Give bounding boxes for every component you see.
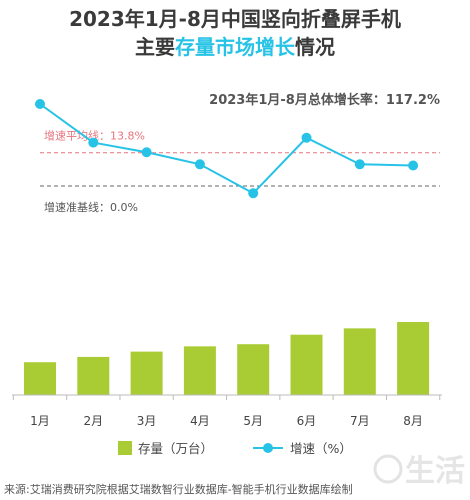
total-growth-label: 2023年1月-8月总体增长率：117.2%	[209, 92, 440, 108]
stock-bar-7	[343, 328, 376, 395]
growth-point-4	[194, 159, 205, 170]
stock-bar-4	[183, 346, 216, 395]
x-axis-labels: 1月 2月 3月 4月 5月 6月 7月 8月	[30, 414, 423, 428]
chart-title-suffix: 情况	[295, 35, 335, 59]
stock-bar-3	[130, 351, 163, 395]
growth-point-6	[301, 132, 312, 143]
growth-point-8	[408, 160, 419, 171]
x-label-1: 1月	[30, 414, 50, 428]
growth-point-1	[35, 99, 45, 109]
growth-point-5	[248, 188, 259, 199]
x-label-6: 6月	[297, 414, 317, 428]
stock-bar-6	[290, 334, 323, 395]
growth-line-series	[35, 99, 419, 199]
x-label-5: 5月	[243, 414, 263, 428]
x-axis-ticks	[12, 395, 441, 400]
legend-swatch-marker	[263, 443, 273, 453]
chart-title-line2: 主要存量市场增长情况	[135, 35, 335, 59]
x-label-4: 4月	[190, 414, 210, 428]
legend: 存量（万台） 增速（%）	[118, 441, 352, 456]
watermark-text: 生活	[405, 454, 465, 489]
x-label-2: 2月	[83, 414, 103, 428]
x-label-7: 7月	[350, 414, 370, 428]
average-growth-label: 增速平均线：13.8%	[44, 129, 145, 143]
chart-title-line1: 2023年1月-8月中国竖向折叠屏手机	[69, 7, 401, 31]
baseline-growth-label: 增速准基线：0.0%	[44, 200, 138, 214]
legend-label-bar: 存量（万台）	[138, 441, 213, 456]
growth-point-3	[141, 147, 152, 158]
legend-label-line: 增速（%）	[290, 441, 352, 456]
stock-bar-2	[77, 356, 110, 395]
stock-bar-series	[24, 322, 430, 395]
source-note: 来源:艾瑞消费研究院根据艾瑞数智行业数据库-智能手机行业数据库绘制	[4, 482, 353, 496]
growth-point-2	[88, 137, 99, 148]
legend-swatch-bar	[118, 441, 132, 455]
chart-title-accent: 存量市场增长	[175, 35, 296, 59]
growth-point-7	[354, 159, 365, 170]
stock-bar-1	[24, 362, 56, 395]
chart-title-prefix: 主要	[135, 35, 175, 59]
stock-bar-8	[397, 322, 430, 395]
watermark-logo: 生活	[373, 454, 465, 489]
growth-line-path	[39, 103, 414, 195]
x-label-8: 8月	[403, 414, 423, 428]
x-label-3: 3月	[137, 414, 157, 428]
stock-bar-5	[237, 344, 270, 395]
